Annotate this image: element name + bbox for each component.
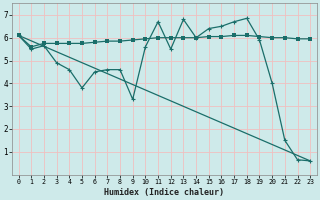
X-axis label: Humidex (Indice chaleur): Humidex (Indice chaleur) [104,188,224,197]
